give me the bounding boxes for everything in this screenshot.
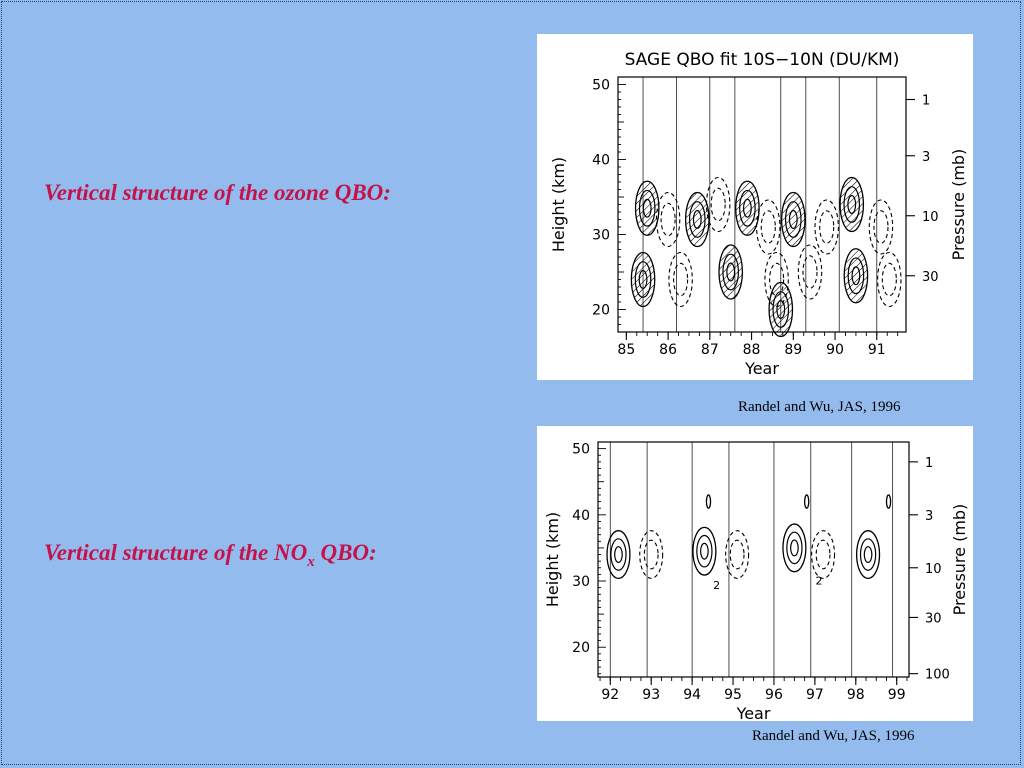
ozone-qbo-chart: SAGE QBO fit 10S−10N (DU/KM) 85 86 87 88 89 90… — [549, 50, 968, 378]
x-tick-label: 91 — [868, 342, 886, 358]
x-tick-label: 96 — [765, 687, 783, 703]
x-tick-label: 94 — [683, 687, 701, 703]
x-tick-label: 97 — [806, 687, 824, 703]
pressure-axis-label: Pressure (mb) — [950, 504, 969, 616]
x-tick-label: 98 — [847, 687, 865, 703]
positive-anomaly-contour — [735, 180, 760, 236]
bottom-chart-caption: Randel and Wu, JAS, 1996 — [752, 728, 915, 744]
positive-anomaly-contour — [606, 530, 631, 580]
pressure-axis-label: Pressure (mb) — [949, 149, 968, 261]
pressure-tick-label: 1 — [922, 94, 930, 109]
nox-heading-post: QBO: — [314, 540, 377, 565]
pressure-tick-label: 100 — [925, 668, 950, 683]
positive-anomaly-contour — [782, 523, 807, 573]
negative-anomaly-contour — [655, 191, 681, 248]
contour-label: 2 — [713, 579, 720, 592]
contour-label: 2 — [815, 574, 822, 587]
positive-anomaly-contour — [630, 251, 656, 308]
negative-anomaly-contour — [877, 251, 902, 308]
x-tick-label: 87 — [701, 342, 719, 358]
ozone-qbo-chart-panel: SAGE QBO fit 10S−10N (DU/KM) 85 86 87 88 89 90… — [537, 34, 973, 380]
positive-anomaly-contour — [684, 191, 710, 248]
negative-anomaly-contour — [668, 251, 693, 308]
pressure-tick-label: 1 — [925, 456, 933, 471]
positive-anomaly-contour — [718, 244, 744, 300]
pressure-tick-label: 30 — [922, 270, 939, 285]
ozone-heading: Vertical structure of the ozone QBO: — [44, 180, 391, 205]
negative-anomaly-contour — [811, 530, 836, 579]
y-axis-label: Height (km) — [543, 512, 562, 607]
nox-heading-pre: Vertical structure of the NO — [44, 540, 308, 565]
nox-heading: Vertical structure of the NOx QBO: — [44, 540, 377, 571]
nox-qbo-chart-panel: 2 2 92 93 94 95 96 97 98 99 20 30 40 50 1 3 10 30 100 Year H… — [537, 426, 973, 721]
negative-anomaly-contour — [705, 176, 731, 233]
y-tick-label: 30 — [592, 228, 610, 244]
y-tick-label: 50 — [572, 442, 590, 458]
x-tick-label: 85 — [617, 342, 635, 358]
x-tick-label: 99 — [888, 687, 906, 703]
positive-anomaly-contour — [692, 526, 717, 576]
x-tick-label: 86 — [659, 342, 677, 358]
nox-heading-sub: x — [307, 554, 315, 570]
y-tick-label: 40 — [592, 153, 610, 169]
positive-anomaly-contour — [885, 494, 892, 509]
positive-anomaly-contour — [839, 176, 865, 233]
positive-anomaly-contour — [780, 191, 806, 248]
chart-title: SAGE QBO fit 10S−10N (DU/KM) — [625, 50, 900, 70]
negative-anomaly-contour — [764, 251, 789, 308]
x-axis-label: Year — [744, 359, 779, 378]
positive-anomaly-contour — [705, 494, 712, 509]
x-tick-label: 92 — [601, 687, 619, 703]
pressure-tick-label: 3 — [922, 150, 930, 165]
y-tick-label: 20 — [572, 640, 590, 656]
positive-anomaly-contour — [804, 494, 810, 509]
pressure-tick-label: 3 — [925, 509, 933, 524]
y-axis-label: Height (km) — [549, 157, 568, 252]
y-tick-label: 30 — [572, 574, 590, 590]
negative-anomaly-contour — [725, 530, 750, 579]
negative-anomaly-contour — [868, 199, 894, 255]
negative-anomaly-contour — [814, 199, 839, 255]
pressure-tick-label: 10 — [922, 210, 939, 225]
x-tick-label: 93 — [642, 687, 660, 703]
y-tick-label: 20 — [592, 303, 610, 319]
pressure-tick-label: 10 — [925, 562, 942, 577]
nox-qbo-chart: 2 2 92 93 94 95 96 97 98 99 20 30 40 50 1 3 10 30 100 Year H… — [543, 441, 969, 721]
x-tick-label: 88 — [743, 342, 761, 358]
y-tick-label: 50 — [592, 78, 610, 94]
x-axis-label: Year — [736, 704, 771, 721]
x-tick-label: 90 — [826, 342, 844, 358]
positive-anomaly-contour — [768, 281, 794, 338]
x-tick-label: 95 — [724, 687, 742, 703]
positive-anomaly-contour — [634, 180, 660, 236]
positive-anomaly-contour — [843, 248, 869, 304]
negative-anomaly-contour — [797, 244, 823, 300]
positive-anomaly-contour — [855, 530, 881, 580]
top-chart-caption: Randel and Wu, JAS, 1996 — [738, 399, 901, 415]
negative-anomaly-contour — [639, 530, 664, 579]
negative-anomaly-contour — [756, 199, 781, 255]
pressure-tick-label: 30 — [925, 611, 942, 626]
y-tick-label: 40 — [572, 508, 590, 524]
x-tick-label: 89 — [784, 342, 802, 358]
